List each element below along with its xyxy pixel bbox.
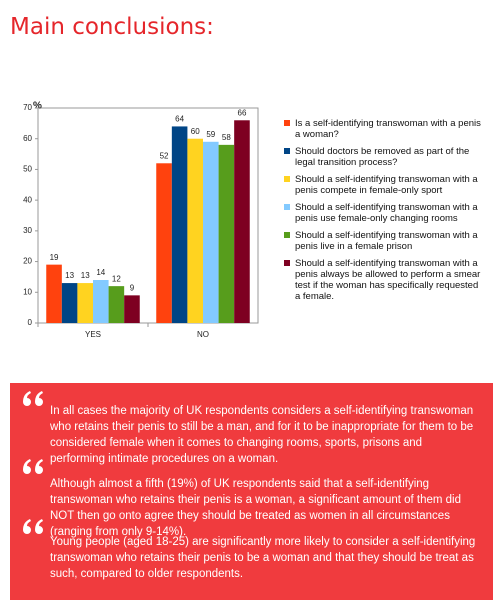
y-tick-label: 30: [23, 226, 32, 235]
quote-icon: [23, 391, 43, 406]
conclusion-text: In all cases the majority of UK responde…: [50, 405, 474, 465]
data-label: 13: [65, 271, 74, 280]
legend-swatch: [284, 260, 290, 266]
bar: [77, 283, 93, 323]
chart: % 0 10 20 30 40 50 60 70 YES 19 13 13 14 12 9 NO 52 64 60 59…: [23, 101, 259, 339]
bar: [156, 163, 172, 323]
quote-icon: [23, 459, 43, 474]
x-tick-label: NO: [197, 330, 209, 339]
legend-label: Should a self-identifying transwoman wit…: [295, 230, 478, 252]
data-label: 9: [130, 283, 135, 292]
y-tick-label: 40: [23, 195, 32, 204]
legend-label: Should doctors be removed as part of the…: [295, 146, 470, 168]
bar: [203, 141, 219, 323]
y-tick-label: 20: [23, 257, 32, 266]
y-axis-label: %: [33, 101, 42, 112]
conclusion-text: Young people (aged 18-25) are significan…: [50, 536, 476, 580]
legend-item: Should a self-identifying transwoman wit…: [284, 174, 484, 196]
y-tick-label: 70: [23, 103, 32, 112]
page-title: Main conclusions:: [10, 14, 214, 40]
legend-label: Should a self-identifying transwoman wit…: [295, 202, 478, 224]
data-label: 13: [81, 271, 90, 280]
legend-item: Should a self-identifying transwoman wit…: [284, 230, 484, 252]
bar: [61, 283, 78, 323]
data-label: 60: [191, 127, 200, 136]
data-label: 12: [112, 274, 121, 283]
legend-item: Is a self-identifying transwoman with a …: [284, 118, 484, 140]
legend-item: Should a self-identifying transwoman wit…: [284, 258, 484, 302]
y-tick-label: 0: [28, 318, 33, 327]
data-label: 59: [206, 130, 215, 139]
y-tick-label: 60: [23, 134, 32, 143]
y-tick-label: 10: [23, 287, 32, 296]
conclusion-text: Although almost a fifth (19%) of UK resp…: [50, 478, 462, 538]
legend-swatch: [284, 148, 290, 154]
bar: [46, 264, 62, 323]
legend-swatch: [284, 176, 290, 182]
data-label: 19: [50, 253, 59, 262]
y-tick-label: 50: [23, 165, 32, 174]
bar: [234, 120, 250, 324]
bar: [124, 295, 140, 323]
data-label: 64: [175, 115, 184, 124]
legend-item: Should doctors be removed as part of the…: [284, 146, 484, 168]
legend: Is a self-identifying transwoman with a …: [284, 118, 484, 308]
legend-swatch: [284, 232, 290, 238]
bar: [171, 126, 188, 323]
bar: [187, 138, 203, 323]
quote-icon: [23, 519, 43, 534]
legend-label: Is a self-identifying transwoman with a …: [295, 118, 481, 140]
conclusions-box: In all cases the majority of UK responde…: [10, 383, 493, 600]
data-label: 58: [222, 133, 231, 142]
legend-swatch: [284, 120, 290, 126]
legend-swatch: [284, 204, 290, 210]
bar: [108, 286, 125, 323]
bar: [218, 144, 235, 323]
data-label: 52: [160, 151, 169, 160]
x-tick-label: YES: [85, 330, 101, 339]
legend-label: Should a self-identifying transwoman wit…: [295, 258, 481, 302]
legend-label: Should a self-identifying transwoman wit…: [295, 174, 478, 196]
bar: [93, 280, 109, 323]
legend-item: Should a self-identifying transwoman wit…: [284, 202, 484, 224]
data-label: 14: [96, 268, 105, 277]
data-label: 66: [238, 108, 247, 117]
